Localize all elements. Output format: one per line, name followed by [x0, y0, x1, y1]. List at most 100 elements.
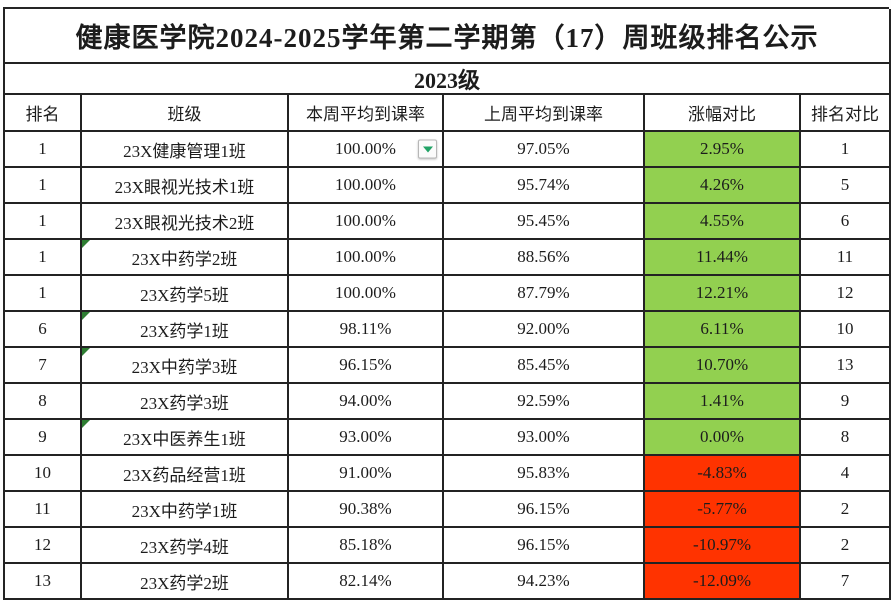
column-header-class: 班级 [82, 95, 289, 132]
this-week-rate-value: 94.00% [339, 391, 392, 410]
rank-cell: 8 [5, 384, 82, 420]
this-week-rate-cell: 100.00% [289, 276, 444, 312]
rank-cell: 7 [5, 348, 82, 384]
column-header-rank-change: 排名对比 [801, 95, 891, 132]
class-name-label: 23X药学2班 [140, 573, 229, 593]
class-name-cell: 23X药学3班 [82, 384, 289, 420]
this-week-rate-cell: 82.14% [289, 564, 444, 600]
change-cell: -12.09% [645, 564, 801, 600]
last-week-rate-cell: 97.05% [444, 132, 645, 168]
class-name-label: 23X中药学1班 [131, 501, 238, 521]
rank-cell: 12 [5, 528, 82, 564]
rank-change-cell: 2 [801, 492, 891, 528]
change-cell: -10.97% [645, 528, 801, 564]
column-header-this-week: 本周平均到课率 [289, 95, 444, 132]
rank-change-cell: 7 [801, 564, 891, 600]
this-week-rate-value: 82.14% [339, 571, 392, 590]
grade-subtitle: 2023级 [5, 64, 891, 95]
last-week-rate-cell: 95.45% [444, 204, 645, 240]
rank-change-cell: 11 [801, 240, 891, 276]
change-cell: 2.95% [645, 132, 801, 168]
change-cell: 11.44% [645, 240, 801, 276]
class-name-label: 23X药学5班 [140, 285, 229, 305]
rank-change-cell: 1 [801, 132, 891, 168]
this-week-rate-cell: 94.00% [289, 384, 444, 420]
this-week-rate-cell: 96.15% [289, 348, 444, 384]
class-name-label: 23X药学4班 [140, 537, 229, 557]
change-cell: -5.77% [645, 492, 801, 528]
cell-flag-corner-icon [82, 312, 90, 320]
ranking-table: 健康医学院2024-2025学年第二学期第（17）周班级排名公示 2023级 排… [3, 7, 891, 600]
this-week-rate-value: 100.00% [335, 175, 396, 194]
this-week-rate-cell: 100.00% [289, 204, 444, 240]
rank-cell: 9 [5, 420, 82, 456]
filter-dropdown-button[interactable] [418, 139, 437, 159]
dropdown-arrow-icon [422, 146, 433, 152]
cell-flag-corner-icon [82, 348, 90, 356]
this-week-rate-value: 100.00% [335, 211, 396, 230]
rank-cell: 1 [5, 132, 82, 168]
this-week-rate-cell: 100.00% [289, 168, 444, 204]
last-week-rate-cell: 92.59% [444, 384, 645, 420]
rank-cell: 1 [5, 276, 82, 312]
class-name-cell: 23X药学2班 [82, 564, 289, 600]
change-cell: 10.70% [645, 348, 801, 384]
rank-cell: 1 [5, 168, 82, 204]
rank-change-cell: 9 [801, 384, 891, 420]
this-week-rate-value: 96.15% [339, 355, 392, 374]
this-week-rate-value: 93.00% [339, 427, 392, 446]
cell-flag-corner-icon [82, 420, 90, 428]
column-header-change: 涨幅对比 [645, 95, 801, 132]
cell-flag-corner-icon [82, 240, 90, 248]
class-name-cell: 23X中药学2班 [82, 240, 289, 276]
last-week-rate-cell: 96.15% [444, 528, 645, 564]
change-cell: 4.55% [645, 204, 801, 240]
this-week-rate-value: 91.00% [339, 463, 392, 482]
column-header-rank: 排名 [5, 95, 82, 132]
rank-cell: 13 [5, 564, 82, 600]
this-week-rate-value: 90.38% [339, 499, 392, 518]
class-name-label: 23X中医养生1班 [123, 429, 246, 449]
class-name-cell: 23X药学4班 [82, 528, 289, 564]
this-week-rate-value: 100.00% [335, 139, 396, 158]
class-name-cell: 23X健康管理1班 [82, 132, 289, 168]
last-week-rate-cell: 87.79% [444, 276, 645, 312]
class-name-label: 23X眼视光技术1班 [114, 177, 255, 197]
page-title: 健康医学院2024-2025学年第二学期第（17）周班级排名公示 [5, 9, 891, 64]
this-week-rate-value: 98.11% [339, 319, 392, 338]
this-week-rate-value: 85.18% [339, 535, 392, 554]
change-cell: 4.26% [645, 168, 801, 204]
class-name-cell: 23X药学5班 [82, 276, 289, 312]
rank-change-cell: 2 [801, 528, 891, 564]
rank-cell: 11 [5, 492, 82, 528]
column-header-last-week: 上周平均到课率 [444, 95, 645, 132]
last-week-rate-cell: 85.45% [444, 348, 645, 384]
rank-change-cell: 13 [801, 348, 891, 384]
change-cell: 1.41% [645, 384, 801, 420]
class-name-label: 23X眼视光技术2班 [114, 213, 255, 233]
class-name-cell: 23X眼视光技术2班 [82, 204, 289, 240]
rank-change-cell: 6 [801, 204, 891, 240]
change-cell: 12.21% [645, 276, 801, 312]
this-week-rate-cell: 85.18% [289, 528, 444, 564]
class-name-cell: 23X中药学1班 [82, 492, 289, 528]
last-week-rate-cell: 95.83% [444, 456, 645, 492]
class-name-label: 23X药学3班 [140, 393, 229, 413]
change-cell: 0.00% [645, 420, 801, 456]
class-name-label: 23X中药学3班 [131, 357, 238, 377]
this-week-rate-cell: 91.00% [289, 456, 444, 492]
rank-change-cell: 10 [801, 312, 891, 348]
rank-cell: 10 [5, 456, 82, 492]
this-week-rate-cell: 90.38% [289, 492, 444, 528]
class-name-cell: 23X药品经营1班 [82, 456, 289, 492]
last-week-rate-cell: 96.15% [444, 492, 645, 528]
this-week-rate-cell: 100.00% [289, 240, 444, 276]
this-week-rate-cell: 98.11% [289, 312, 444, 348]
last-week-rate-cell: 92.00% [444, 312, 645, 348]
class-name-cell: 23X中药学3班 [82, 348, 289, 384]
this-week-rate-cell: 93.00% [289, 420, 444, 456]
rank-change-cell: 8 [801, 420, 891, 456]
rank-change-cell: 5 [801, 168, 891, 204]
class-name-cell: 23X中医养生1班 [82, 420, 289, 456]
